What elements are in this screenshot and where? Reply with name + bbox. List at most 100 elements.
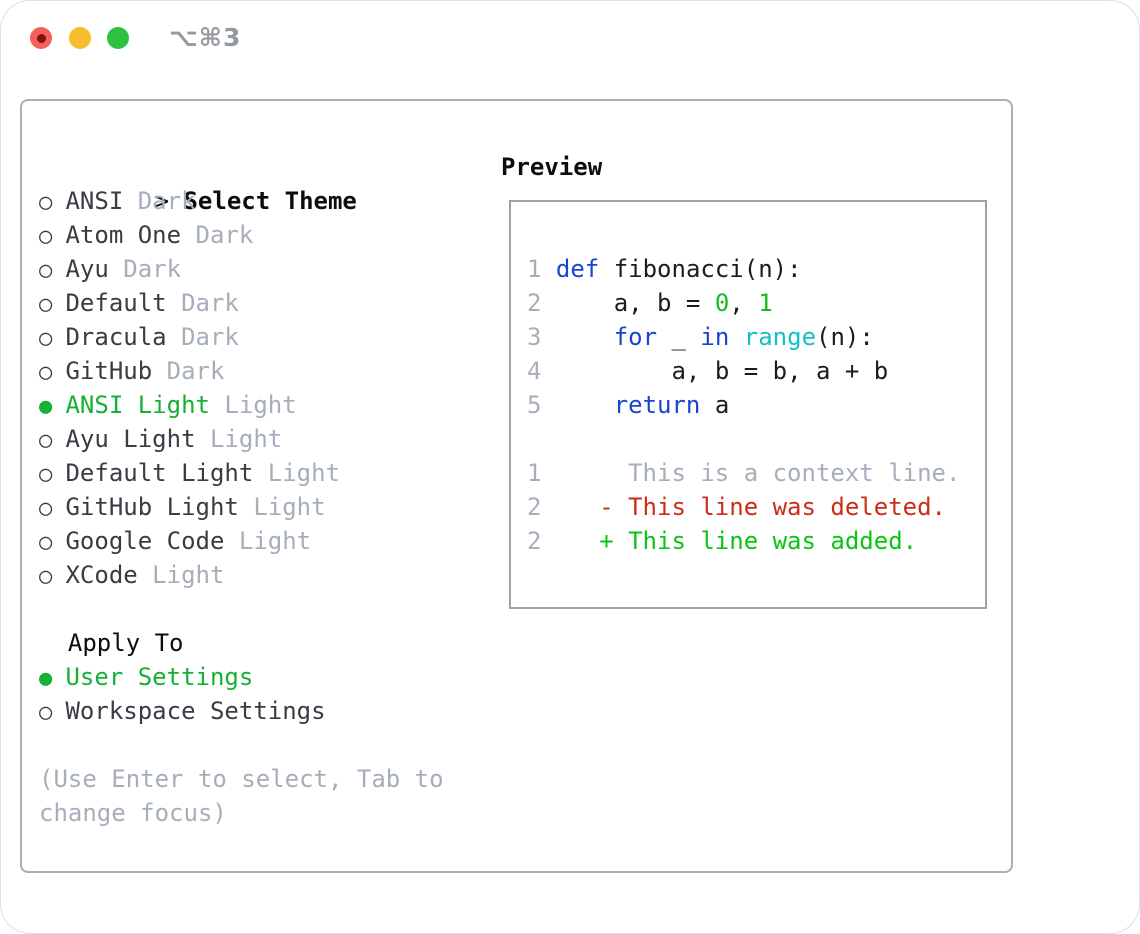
diff-line: 2 + This line was added. [527, 524, 985, 558]
theme-option[interactable]: ○ Default Dark [39, 286, 489, 320]
diff-marker [599, 456, 613, 490]
theme-option[interactable]: ○ XCode Light [39, 558, 489, 592]
code-token: 1 [758, 289, 773, 317]
line-number: 1 [527, 459, 542, 487]
theme-option-variant: Dark [166, 357, 225, 385]
theme-list: > Select Theme ○ ANSI Dark ○ Atom One Dark ○ Ay… [39, 150, 489, 830]
radio-unselected-icon: ○ [39, 292, 53, 317]
code-token: range [743, 323, 817, 351]
diff-text: This line was deleted. [628, 493, 946, 521]
code-token: a [700, 391, 730, 419]
apply-to-options-group: ● User Settings ○ Workspace Settings [39, 660, 489, 728]
close-button[interactable] [30, 27, 52, 49]
radio-unselected-icon: ○ [39, 224, 53, 249]
radio-unselected-icon: ○ [39, 700, 53, 725]
theme-option-name: XCode [65, 561, 138, 589]
code-token: , [729, 289, 759, 317]
theme-dialog-panel: > Select Theme ○ ANSI Dark ○ Atom One Dark ○ Ay… [20, 99, 1013, 873]
apply-to-title: Apply To [67, 629, 184, 657]
theme-option[interactable]: ○ GitHub Dark [39, 354, 489, 388]
apply-option-label: User Settings [65, 663, 254, 691]
diff-line: 1 This is a context line. [527, 456, 985, 490]
diff-marker: + [599, 527, 614, 555]
theme-option-variant: Light [209, 425, 283, 453]
theme-option[interactable]: ○ ANSI Dark [39, 184, 489, 218]
radio-unselected-icon: ○ [39, 360, 53, 385]
preview-title: Preview [501, 153, 603, 181]
radio-unselected-icon: ○ [39, 462, 53, 487]
line-number: 3 [527, 323, 542, 351]
theme-option-variant: Light [238, 527, 312, 555]
focus-caret-icon: > [154, 187, 184, 215]
line-number: 2 [527, 527, 542, 555]
diff-text: This line was added. [628, 527, 918, 555]
radio-unselected-icon: ○ [39, 530, 53, 555]
theme-option-name: Dracula [65, 323, 167, 351]
theme-option-variant: Light [253, 493, 326, 521]
line-number: 2 [527, 493, 542, 521]
radio-unselected-icon: ○ [39, 496, 53, 521]
zoom-button[interactable] [107, 27, 129, 49]
diff-line: 2 - This line was deleted. [527, 490, 985, 524]
theme-option-variant: Light [224, 391, 297, 419]
code-token: fibonacci(n): [599, 255, 802, 283]
help-text: (Use Enter to select, Tab to change focu… [39, 765, 459, 827]
theme-option[interactable]: ○ GitHub Light Light [39, 490, 489, 524]
code-token: _ [657, 323, 701, 351]
minimize-button[interactable] [69, 27, 91, 49]
radio-unselected-icon: ○ [39, 326, 53, 351]
code-token: a, b = [555, 289, 715, 317]
theme-option[interactable]: ○ Atom One Dark [39, 218, 489, 252]
theme-option-name: ANSI Light [65, 391, 210, 419]
theme-option[interactable]: ○ Dracula Dark [39, 320, 489, 354]
code-token [556, 391, 614, 419]
code-token: def [555, 255, 600, 283]
theme-option-name: Default [65, 289, 167, 317]
theme-option-name: Default Light [65, 459, 254, 487]
theme-option-variant: Light [267, 459, 341, 487]
radio-selected-icon: ● [39, 666, 53, 691]
radio-selected-icon: ● [39, 394, 53, 419]
apply-option-label: Workspace Settings [65, 697, 326, 725]
theme-option[interactable]: ○ Google Code Light [39, 524, 489, 558]
theme-list-title: > Select Theme [39, 150, 489, 215]
blank-line [527, 422, 985, 456]
theme-option-name: Ayu Light [65, 425, 196, 453]
theme-option-name: Atom One [65, 221, 182, 249]
theme-option-variant: Dark [181, 323, 239, 351]
code-line: 3 for _ in range(n): [527, 320, 985, 354]
theme-option-name: GitHub [65, 357, 153, 385]
theme-option-variant: Dark [137, 187, 196, 215]
radio-unselected-icon: ○ [39, 258, 53, 283]
theme-option[interactable]: ○ Ayu Dark [39, 252, 489, 286]
theme-option-variant: Light [152, 561, 225, 589]
code-token: (n): [816, 323, 874, 351]
radio-unselected-icon: ○ [39, 564, 53, 589]
line-number: 5 [527, 391, 542, 419]
code-token: a, b = b, a + b [555, 357, 889, 385]
code-token [729, 323, 743, 351]
code-line: 2 a, b = 0, 1 [527, 286, 985, 320]
blank-line [527, 218, 985, 252]
theme-option[interactable]: ● ANSI Light Light [39, 388, 489, 422]
line-number: 4 [527, 357, 542, 385]
theme-option[interactable]: ○ Ayu Light Light [39, 422, 489, 456]
theme-option-name: Google Code [65, 527, 225, 555]
window-titlebar: ⌥⌘3 [1, 1, 1139, 75]
unsaved-indicator-dot [36, 33, 46, 43]
spacer [39, 592, 489, 626]
theme-options-group: ○ ANSI Dark ○ Atom One Dark ○ Ayu Dark ○ Default Da… [39, 184, 489, 592]
line-number: 2 [527, 289, 542, 317]
code-line: 1 def fibonacci(n): [527, 252, 985, 286]
radio-unselected-icon: ○ [39, 190, 53, 215]
apply-option[interactable]: ● User Settings [39, 660, 489, 694]
theme-option[interactable]: ○ Default Light Light [39, 456, 489, 490]
apply-option[interactable]: ○ Workspace Settings [39, 694, 489, 728]
theme-option-variant: Dark [123, 255, 182, 283]
window-shortcut-label: ⌥⌘3 [169, 23, 242, 52]
code-token: return [613, 391, 701, 419]
theme-list-title-text: Select Theme [183, 187, 357, 215]
code-token: in [700, 323, 730, 351]
